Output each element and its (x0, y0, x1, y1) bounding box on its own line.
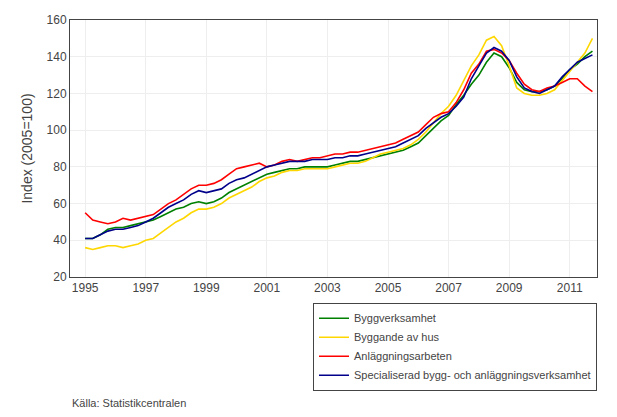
svg-text:1995: 1995 (72, 281, 99, 295)
svg-text:20: 20 (53, 270, 67, 284)
svg-text:Byggverksamhet: Byggverksamhet (354, 312, 436, 324)
svg-text:100: 100 (47, 123, 67, 137)
svg-text:2009: 2009 (496, 281, 523, 295)
svg-text:140: 140 (47, 50, 67, 64)
svg-text:2005: 2005 (375, 281, 402, 295)
svg-text:Specialiserad bygg- och anlägg: Specialiserad bygg- och anläggningsverks… (354, 369, 591, 381)
svg-text:1997: 1997 (132, 281, 159, 295)
svg-text:2007: 2007 (435, 281, 462, 295)
svg-text:Källa: Statistikcentralen: Källa: Statistikcentralen (72, 397, 186, 409)
svg-text:Byggande av hus: Byggande av hus (354, 331, 440, 343)
svg-text:60: 60 (53, 197, 67, 211)
svg-text:120: 120 (47, 87, 67, 101)
svg-text:2001: 2001 (254, 281, 281, 295)
svg-text:1999: 1999 (193, 281, 220, 295)
svg-text:2011: 2011 (557, 281, 583, 295)
svg-text:40: 40 (53, 233, 67, 247)
svg-text:Anläggningsarbeten: Anläggningsarbeten (354, 350, 452, 362)
svg-text:80: 80 (53, 160, 67, 174)
svg-text:160: 160 (47, 13, 67, 27)
svg-text:Index (2005=100): Index (2005=100) (19, 93, 35, 203)
svg-text:2003: 2003 (314, 281, 341, 295)
